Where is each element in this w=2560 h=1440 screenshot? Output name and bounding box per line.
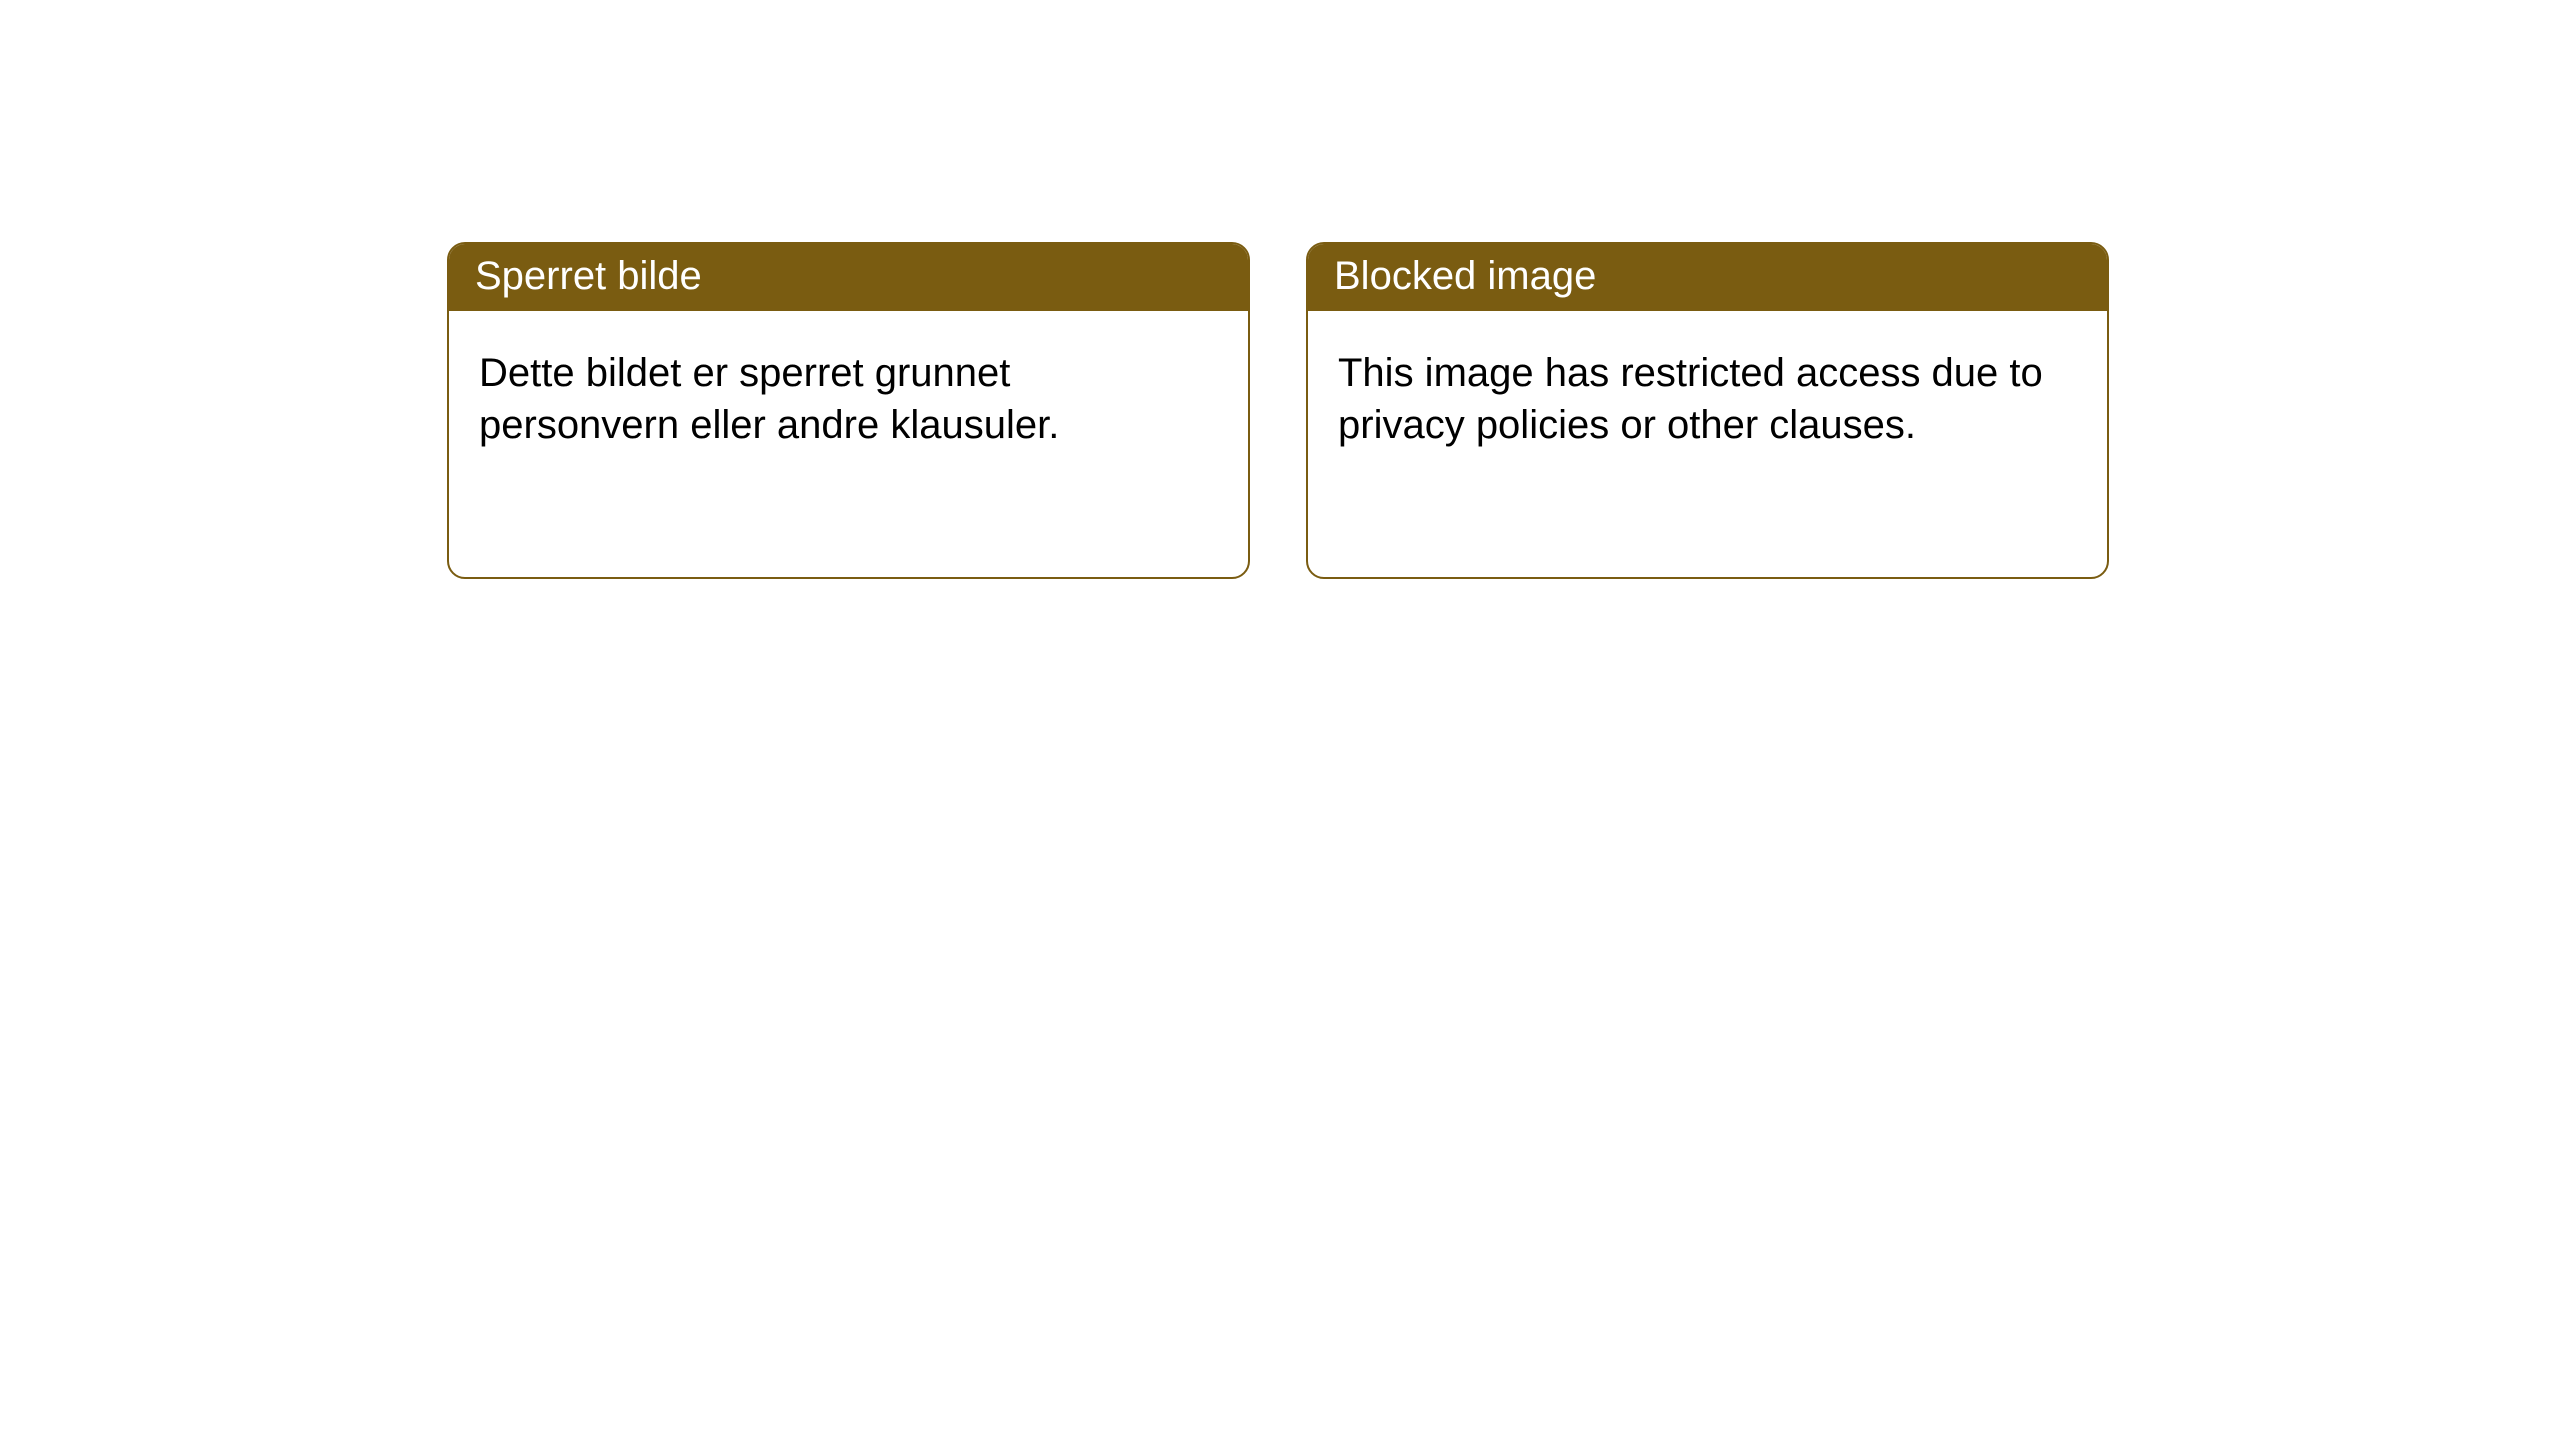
notice-box-norwegian: Sperret bilde Dette bildet er sperret gr…: [447, 242, 1250, 579]
notice-body: This image has restricted access due to …: [1308, 311, 2107, 487]
notice-message: This image has restricted access due to …: [1338, 351, 2043, 447]
notice-message: Dette bildet er sperret grunnet personve…: [479, 351, 1059, 447]
notice-title: Blocked image: [1334, 254, 1596, 298]
notice-header: Blocked image: [1308, 244, 2107, 311]
notice-body: Dette bildet er sperret grunnet personve…: [449, 311, 1248, 487]
notice-container: Sperret bilde Dette bildet er sperret gr…: [447, 242, 2109, 579]
notice-box-english: Blocked image This image has restricted …: [1306, 242, 2109, 579]
notice-header: Sperret bilde: [449, 244, 1248, 311]
notice-title: Sperret bilde: [475, 254, 702, 298]
